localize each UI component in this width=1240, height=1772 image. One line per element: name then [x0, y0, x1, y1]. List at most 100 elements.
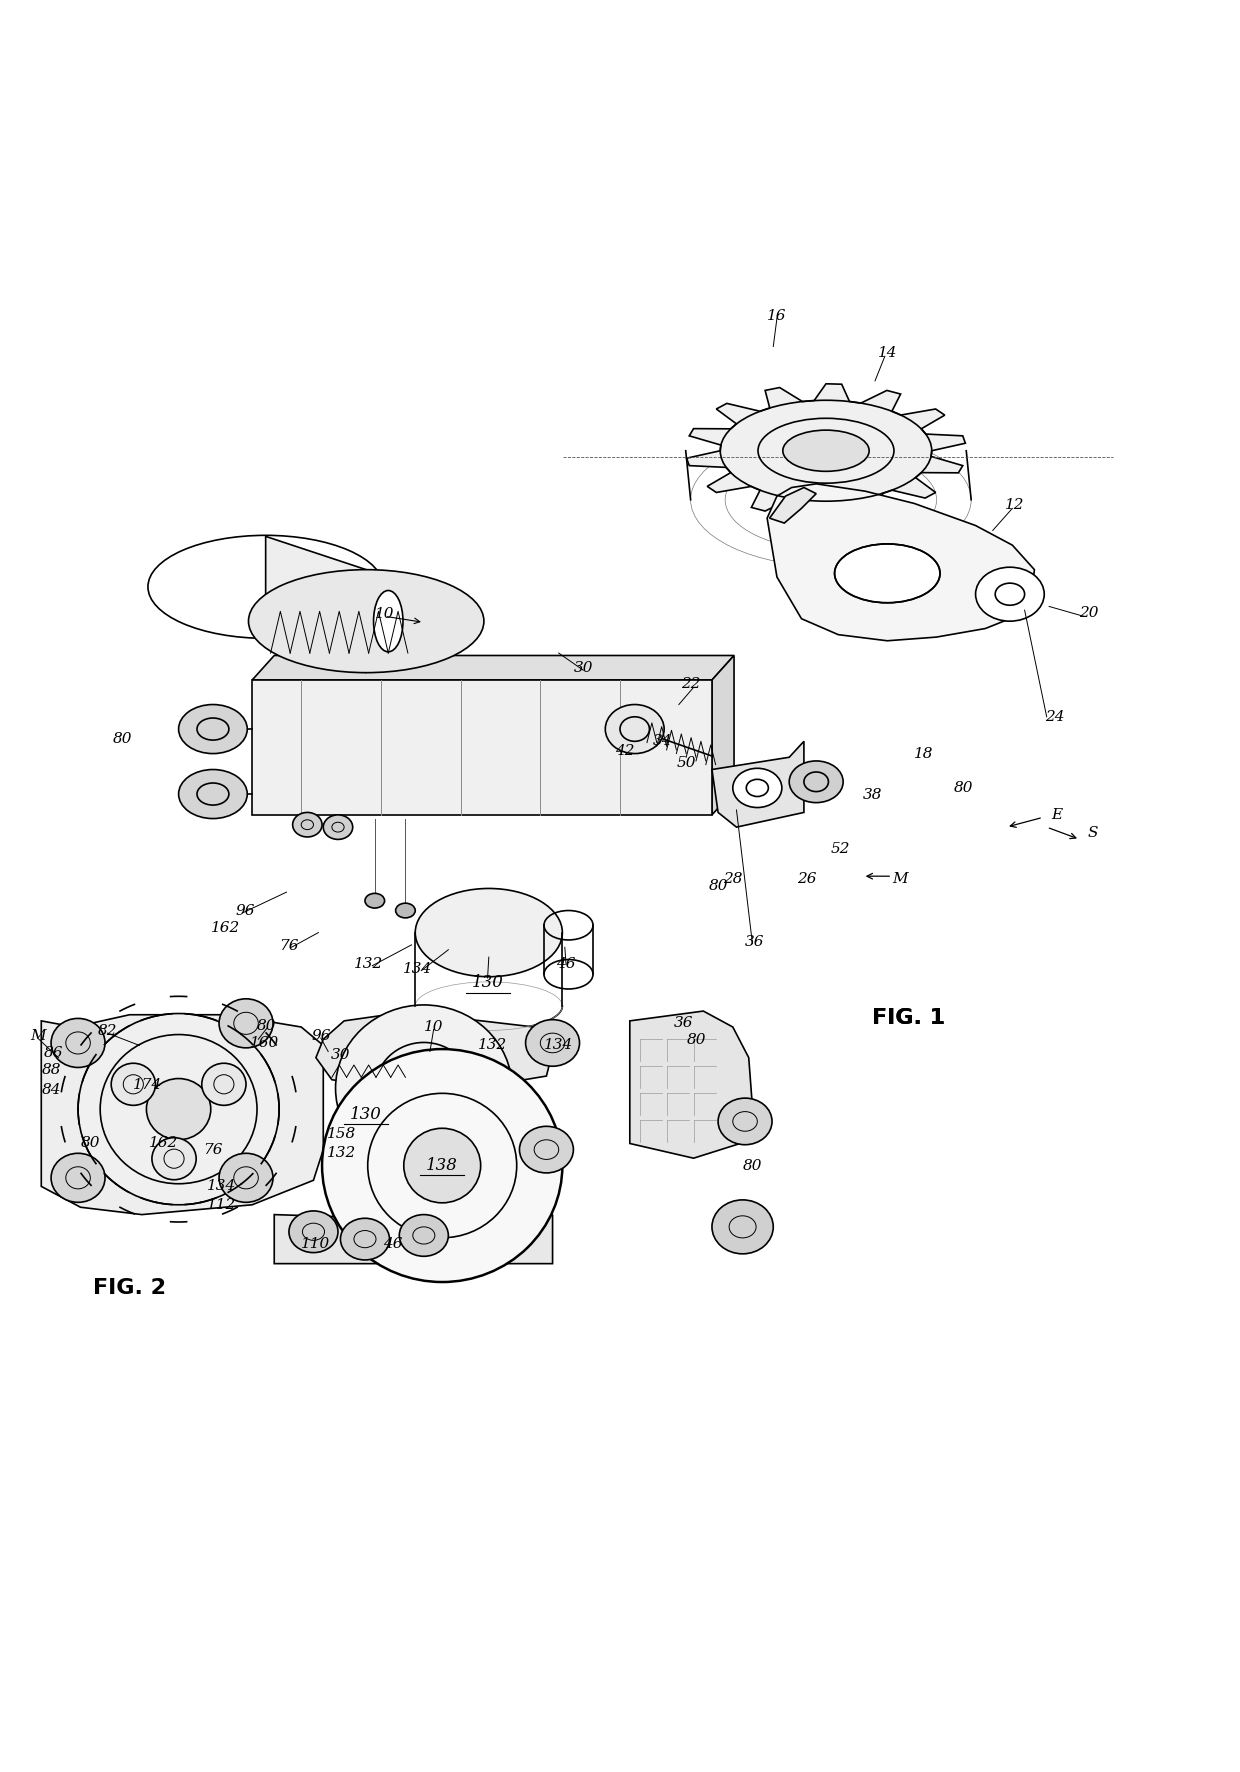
Text: 134: 134: [544, 1038, 573, 1053]
Text: 110: 110: [301, 1237, 331, 1251]
Text: 80: 80: [81, 1136, 100, 1150]
Text: 132: 132: [327, 1146, 356, 1161]
Ellipse shape: [51, 1154, 105, 1203]
Ellipse shape: [520, 1127, 573, 1173]
Text: 80: 80: [954, 781, 973, 796]
Text: 80: 80: [743, 1159, 763, 1173]
Ellipse shape: [248, 569, 484, 673]
Ellipse shape: [835, 544, 940, 602]
Ellipse shape: [51, 1019, 105, 1067]
Ellipse shape: [373, 590, 403, 652]
Polygon shape: [768, 484, 1034, 641]
Polygon shape: [316, 1015, 553, 1088]
Polygon shape: [770, 487, 816, 523]
Ellipse shape: [78, 1014, 279, 1205]
Text: 18: 18: [914, 746, 934, 760]
Ellipse shape: [336, 1005, 512, 1171]
Text: 138: 138: [427, 1157, 458, 1175]
Text: 14: 14: [878, 346, 897, 360]
Text: 10: 10: [374, 606, 394, 620]
Text: M: M: [892, 872, 908, 886]
Ellipse shape: [293, 812, 322, 836]
Text: 30: 30: [331, 1049, 350, 1061]
Ellipse shape: [289, 1210, 339, 1253]
Text: 134: 134: [207, 1180, 236, 1193]
Ellipse shape: [322, 1049, 563, 1281]
Polygon shape: [41, 1015, 324, 1214]
Text: 36: 36: [675, 1017, 693, 1030]
Text: 80: 80: [686, 1033, 706, 1047]
Ellipse shape: [219, 1154, 273, 1203]
Text: 28: 28: [723, 872, 743, 886]
Ellipse shape: [733, 769, 782, 808]
Ellipse shape: [397, 1063, 450, 1113]
Text: 174: 174: [134, 1077, 162, 1092]
Ellipse shape: [153, 1138, 196, 1180]
Text: 46: 46: [383, 1237, 403, 1251]
Ellipse shape: [718, 1099, 773, 1145]
Text: 134: 134: [403, 962, 433, 976]
Text: 36: 36: [745, 936, 765, 950]
Text: 130: 130: [471, 975, 503, 991]
Text: 80: 80: [708, 879, 728, 893]
Text: 50: 50: [677, 757, 696, 771]
Text: E: E: [1052, 808, 1061, 822]
Ellipse shape: [112, 1063, 155, 1106]
Text: 132: 132: [355, 957, 383, 971]
Ellipse shape: [341, 1219, 389, 1260]
Text: 24: 24: [1045, 711, 1065, 723]
Text: S: S: [1087, 826, 1099, 840]
Text: 80: 80: [113, 732, 131, 746]
Polygon shape: [687, 385, 966, 517]
Text: M: M: [30, 1028, 46, 1042]
Text: 160: 160: [249, 1037, 279, 1051]
Text: 86: 86: [43, 1045, 63, 1060]
Ellipse shape: [399, 1214, 449, 1256]
Ellipse shape: [324, 815, 352, 840]
Text: 22: 22: [681, 677, 701, 691]
Text: 26: 26: [796, 872, 816, 886]
Text: 96: 96: [236, 904, 254, 918]
Text: 162: 162: [211, 921, 239, 934]
Text: FIG. 1: FIG. 1: [872, 1008, 945, 1028]
Text: 20: 20: [1079, 606, 1099, 620]
Text: 52: 52: [831, 842, 851, 856]
Polygon shape: [712, 741, 804, 828]
Text: 30: 30: [573, 661, 593, 675]
Text: 16: 16: [768, 308, 786, 323]
Ellipse shape: [526, 1019, 579, 1067]
Text: 10: 10: [424, 1021, 444, 1035]
Text: 80: 80: [257, 1019, 277, 1033]
Text: 76: 76: [279, 939, 299, 953]
Text: 88: 88: [41, 1063, 61, 1077]
Ellipse shape: [712, 1200, 774, 1255]
Ellipse shape: [179, 769, 247, 819]
Polygon shape: [252, 656, 734, 680]
Polygon shape: [630, 1012, 753, 1159]
Text: 158: 158: [327, 1127, 356, 1141]
Text: 162: 162: [149, 1136, 179, 1150]
Ellipse shape: [365, 893, 384, 907]
Text: FIG. 1: FIG. 1: [872, 1008, 945, 1028]
Text: 84: 84: [41, 1083, 61, 1097]
Ellipse shape: [146, 1079, 211, 1139]
Ellipse shape: [404, 1129, 481, 1203]
Ellipse shape: [415, 888, 563, 976]
Polygon shape: [265, 537, 366, 673]
Text: 12: 12: [1006, 498, 1024, 512]
Text: 82: 82: [98, 1024, 118, 1038]
Text: 76: 76: [203, 1143, 223, 1157]
Text: 132: 132: [477, 1038, 507, 1053]
Ellipse shape: [782, 431, 869, 471]
Ellipse shape: [976, 567, 1044, 622]
Ellipse shape: [605, 705, 665, 753]
Polygon shape: [712, 656, 734, 815]
Text: 34: 34: [653, 734, 672, 748]
Polygon shape: [252, 680, 712, 815]
Text: 112: 112: [207, 1198, 236, 1212]
Ellipse shape: [219, 999, 273, 1047]
Text: 96: 96: [311, 1028, 331, 1042]
Text: 46: 46: [557, 957, 575, 971]
Text: 42: 42: [615, 744, 635, 758]
Ellipse shape: [396, 904, 415, 918]
